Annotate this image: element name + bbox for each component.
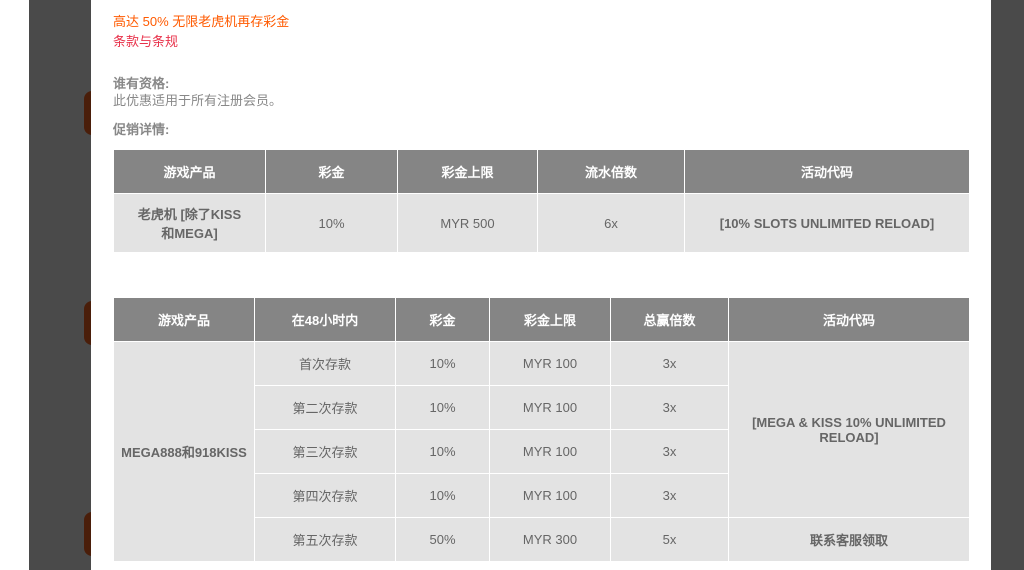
max-bonus-cell: MYR 100 xyxy=(489,385,611,430)
deposit-cell: 第五次存款 xyxy=(254,517,396,562)
deposit-cell: 第四次存款 xyxy=(254,473,396,518)
table-row: 第三次存款 10% MYR 100 3x xyxy=(114,429,970,474)
background-tab xyxy=(84,91,94,135)
promo-modal: 高达 50% 无限老虎机再存彩金 条款与条规 谁有资格: 此优惠适用于所有注册会… xyxy=(91,0,991,570)
rollover-cell: 5x xyxy=(610,517,729,562)
background-tab xyxy=(84,301,94,345)
table-header-row: 游戏产品 在48小时内 彩金 彩金上限 总赢倍数 活动代码 xyxy=(113,297,970,342)
bonus-cell: 10% xyxy=(395,473,490,518)
header-cell: 游戏产品 xyxy=(113,149,266,194)
max-bonus-cell: MYR 300 xyxy=(489,517,611,562)
promo-code-cell: [MEGA & KISS 10% UNLIMITED RELOAD] xyxy=(728,341,970,518)
promo-title: 高达 50% 无限老虎机再存彩金 xyxy=(113,14,290,29)
backdrop-left xyxy=(29,0,91,570)
bonus-cell: 50% xyxy=(395,517,490,562)
product-cell: 老虎机 [除了KISS和MEGA] xyxy=(113,193,266,253)
max-bonus-cell: MYR 100 xyxy=(489,341,611,386)
promo-code-cell: 联系客服领取 xyxy=(728,517,970,562)
rollover-cell: 3x xyxy=(610,473,729,518)
rollover-cell: 3x xyxy=(610,385,729,430)
header-cell: 活动代码 xyxy=(728,297,970,342)
header-cell: 彩金 xyxy=(395,297,490,342)
rollover-cell: 3x xyxy=(610,341,729,386)
header-cell: 活动代码 xyxy=(684,149,970,194)
max-bonus-cell: MYR 100 xyxy=(489,473,611,518)
promo-code-cell: [10% SLOTS UNLIMITED RELOAD] xyxy=(684,193,970,253)
table-row: 第四次存款 10% MYR 100 3x xyxy=(114,473,970,518)
deposit-cell: 第二次存款 xyxy=(254,385,396,430)
bonus-cell: 10% xyxy=(395,385,490,430)
header-cell: 流水倍数 xyxy=(537,149,685,194)
header-cell: 游戏产品 xyxy=(113,297,255,342)
details-label: 促销详情: xyxy=(113,122,170,137)
table-row: 第二次存款 10% MYR 100 3x xyxy=(114,385,970,430)
eligibility-label: 谁有资格: xyxy=(113,76,170,91)
terms-link[interactable]: 条款与条规 xyxy=(113,34,179,49)
bonus-cell: 10% xyxy=(395,429,490,474)
header-cell: 彩金上限 xyxy=(489,297,611,342)
rollover-cell: 3x xyxy=(610,429,729,474)
table-row: 老虎机 [除了KISS和MEGA] 10% MYR 500 6x [10% SL… xyxy=(113,193,970,253)
deposit-cell: 首次存款 xyxy=(254,341,396,386)
header-cell: 在48小时内 xyxy=(254,297,396,342)
backdrop-right xyxy=(991,0,1024,570)
header-cell: 彩金 xyxy=(265,149,398,194)
max-bonus-cell: MYR 500 xyxy=(397,193,538,253)
table-row: MEGA888和918KISS 首次存款 10% MYR 100 3x [MEG… xyxy=(113,341,970,562)
deposit-cell: 第三次存款 xyxy=(254,429,396,474)
max-bonus-cell: MYR 100 xyxy=(489,429,611,474)
mega-kiss-table: 游戏产品 在48小时内 彩金 彩金上限 总赢倍数 活动代码 MEGA888和91… xyxy=(113,297,970,562)
header-cell: 彩金上限 xyxy=(397,149,538,194)
slots-table: 游戏产品 彩金 彩金上限 流水倍数 活动代码 老虎机 [除了KISS和MEGA]… xyxy=(113,149,970,253)
turnover-cell: 6x xyxy=(537,193,685,253)
table-header-row: 游戏产品 彩金 彩金上限 流水倍数 活动代码 xyxy=(113,149,970,194)
product-cell: MEGA888和918KISS xyxy=(113,341,255,562)
bonus-cell: 10% xyxy=(265,193,398,253)
eligibility-text: 此优惠适用于所有注册会员。 xyxy=(113,93,283,108)
header-cell: 总赢倍数 xyxy=(610,297,729,342)
background-tab xyxy=(84,512,94,556)
table-row: 第五次存款 50% MYR 300 5x 联系客服领取 xyxy=(114,517,970,562)
bonus-cell: 10% xyxy=(395,341,490,386)
